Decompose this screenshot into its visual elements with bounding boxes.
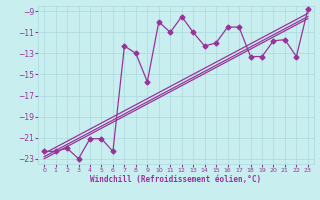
X-axis label: Windchill (Refroidissement éolien,°C): Windchill (Refroidissement éolien,°C) bbox=[91, 175, 261, 184]
